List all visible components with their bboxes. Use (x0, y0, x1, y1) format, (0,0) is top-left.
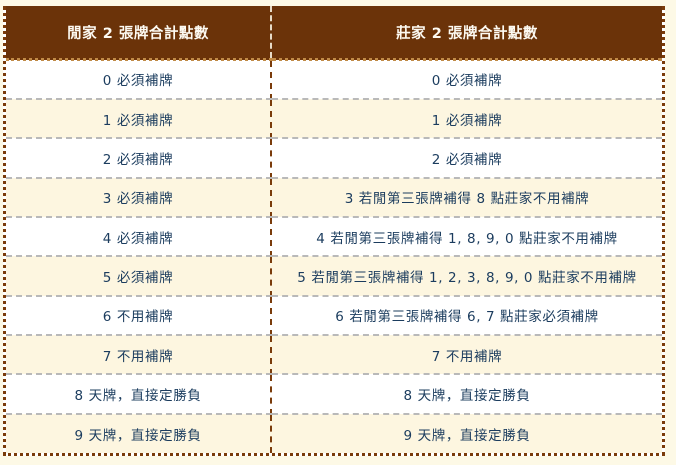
table-header: 閒家 2 張牌合計點數 莊家 2 張牌合計點數 (6, 6, 662, 61)
cell-banker-total: 9 天牌，直接定勝負 (271, 413, 662, 453)
cell-player-total: 3 必須補牌 (6, 177, 272, 218)
table-row: 7 不用補牌 7 不用補牌 (6, 334, 662, 376)
cell-player-total: 7 不用補牌 (6, 334, 272, 376)
cell-banker-total: 5 若閒第三張牌補得 1, 2, 3, 8, 9, 0 點莊家不用補牌 (271, 256, 662, 297)
rules-table-grid: 閒家 2 張牌合計點數 莊家 2 張牌合計點數 0 必須補牌 0 必須補牌 1 必須… (6, 6, 662, 453)
table-body: 0 必須補牌 0 必須補牌 1 必須補牌 1 必須補牌 2 必須補牌 2 必須補牌 3 必須… (6, 59, 662, 453)
table-row: 2 必須補牌 2 必須補牌 (6, 138, 662, 179)
table-row: 9 天牌，直接定勝負 9 天牌，直接定勝負 (6, 413, 662, 453)
table-row: 0 必須補牌 0 必須補牌 (6, 59, 662, 100)
cell-banker-total: 0 必須補牌 (271, 59, 662, 100)
cell-banker-total: 7 不用補牌 (271, 334, 662, 376)
cell-banker-total: 4 若閒第三張牌補得 1, 8, 9, 0 點莊家不用補牌 (271, 216, 662, 258)
header-row: 閒家 2 張牌合計點數 莊家 2 張牌合計點數 (6, 6, 662, 61)
cell-player-total: 2 必須補牌 (6, 138, 272, 179)
cell-player-total: 1 必須補牌 (6, 98, 272, 140)
cell-player-total: 6 不用補牌 (6, 295, 272, 336)
cell-banker-total: 2 必須補牌 (271, 138, 662, 179)
cell-player-total: 9 天牌，直接定勝負 (6, 413, 272, 453)
table-row: 1 必須補牌 1 必須補牌 (6, 98, 662, 140)
baccarat-rules-table: 閒家 2 張牌合計點數 莊家 2 張牌合計點數 0 必須補牌 0 必須補牌 1 必須… (3, 6, 665, 456)
cell-player-total: 5 必須補牌 (6, 256, 272, 297)
table-row: 6 不用補牌 6 若閒第三張牌補得 6, 7 點莊家必須補牌 (6, 295, 662, 336)
cell-banker-total: 3 若閒第三張牌補得 8 點莊家不用補牌 (271, 177, 662, 218)
table-row: 5 必須補牌 5 若閒第三張牌補得 1, 2, 3, 8, 9, 0 點莊家不用補… (6, 256, 662, 297)
column-header-player: 閒家 2 張牌合計點數 (6, 6, 272, 61)
cell-banker-total: 6 若閒第三張牌補得 6, 7 點莊家必須補牌 (271, 295, 662, 336)
column-header-banker: 莊家 2 張牌合計點數 (271, 6, 662, 61)
table-row: 4 必須補牌 4 若閒第三張牌補得 1, 8, 9, 0 點莊家不用補牌 (6, 216, 662, 258)
cell-banker-total: 8 天牌，直接定勝負 (271, 374, 662, 415)
cell-player-total: 4 必須補牌 (6, 216, 272, 258)
table-row: 3 必須補牌 3 若閒第三張牌補得 8 點莊家不用補牌 (6, 177, 662, 218)
cell-banker-total: 1 必須補牌 (271, 98, 662, 140)
table-row: 8 天牌，直接定勝負 8 天牌，直接定勝負 (6, 374, 662, 415)
cell-player-total: 0 必須補牌 (6, 59, 272, 100)
cell-player-total: 8 天牌，直接定勝負 (6, 374, 272, 415)
